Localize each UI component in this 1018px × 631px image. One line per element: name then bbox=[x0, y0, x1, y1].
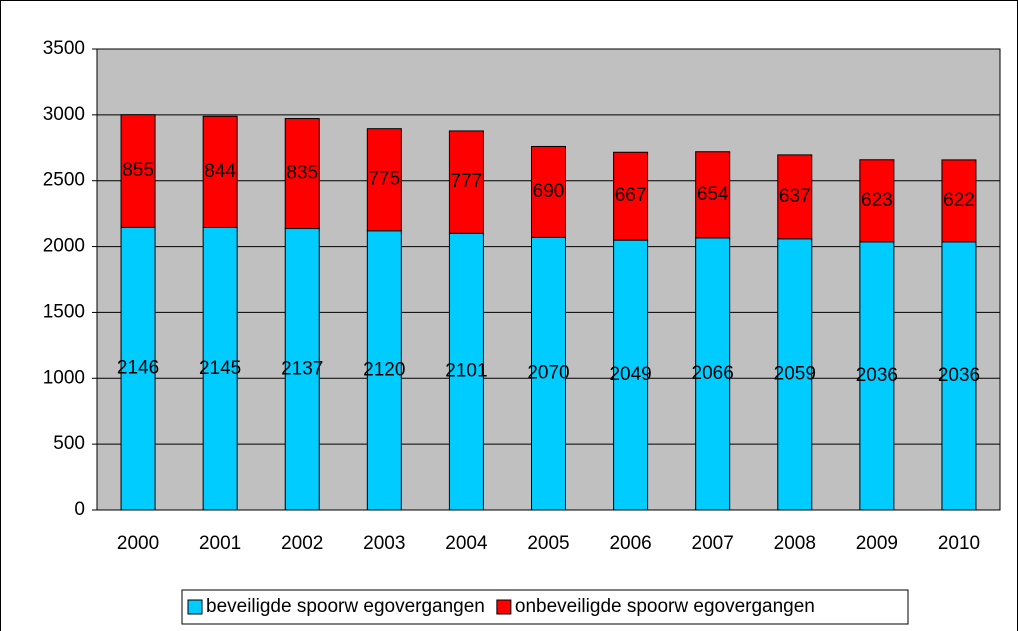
data-label: 2036 bbox=[938, 365, 980, 386]
bar-segment bbox=[941, 159, 977, 243]
data-label: 844 bbox=[204, 161, 236, 182]
legend-box bbox=[181, 589, 909, 625]
x-tick-label: 2000 bbox=[117, 533, 159, 554]
bar-segment bbox=[777, 238, 813, 511]
bar-segment bbox=[613, 239, 649, 511]
data-label: 2146 bbox=[117, 358, 159, 379]
data-label: 835 bbox=[286, 163, 318, 184]
bar-segment bbox=[120, 226, 156, 511]
bar-segment bbox=[531, 145, 566, 238]
bar-segment bbox=[202, 226, 238, 511]
data-label: 667 bbox=[615, 185, 647, 206]
x-tick-label: 2001 bbox=[199, 533, 241, 554]
bar-segment bbox=[284, 228, 320, 511]
data-label: 637 bbox=[779, 186, 811, 207]
data-label: 2036 bbox=[856, 365, 898, 386]
bar-segment bbox=[448, 232, 484, 511]
data-label: 2066 bbox=[692, 363, 734, 384]
bar-segment bbox=[859, 159, 895, 243]
data-label: 690 bbox=[533, 181, 565, 202]
bar-segment bbox=[366, 128, 402, 232]
legend-swatch bbox=[187, 599, 203, 615]
x-tick-label: 2005 bbox=[527, 533, 569, 554]
bar-segment bbox=[859, 241, 895, 511]
x-tick-label: 2007 bbox=[692, 533, 734, 554]
x-tick-label: 2004 bbox=[445, 533, 488, 554]
legend-label: onbeveiligde spoorw egovergangen bbox=[515, 596, 815, 617]
bar-segment bbox=[695, 151, 731, 239]
bar-segment bbox=[448, 130, 484, 234]
data-label: 2059 bbox=[774, 363, 816, 384]
data-label: 2049 bbox=[609, 364, 651, 385]
data-label: 2145 bbox=[199, 358, 241, 379]
x-tick-label: 2006 bbox=[609, 533, 651, 554]
legend-swatch bbox=[496, 599, 512, 615]
y-tick-label: 1000 bbox=[43, 367, 85, 388]
bar-segment bbox=[695, 237, 731, 511]
data-label: 855 bbox=[122, 160, 154, 181]
legend-label: beveiligde spoorw egovergangen bbox=[206, 596, 485, 617]
bar-segment bbox=[284, 118, 320, 230]
y-tick-label: 3000 bbox=[43, 104, 85, 125]
y-tick-label: 3500 bbox=[43, 38, 85, 59]
data-label: 2137 bbox=[281, 358, 323, 379]
y-tick-label: 2500 bbox=[43, 170, 85, 191]
y-tick-label: 0 bbox=[74, 499, 85, 520]
data-label: 777 bbox=[451, 171, 483, 192]
bar-segment bbox=[366, 230, 402, 511]
x-tick-label: 2010 bbox=[938, 533, 980, 554]
bar-segment bbox=[613, 151, 649, 241]
y-tick-label: 2000 bbox=[43, 236, 85, 257]
x-tick-label: 2003 bbox=[363, 533, 405, 554]
y-tick-label: 1500 bbox=[43, 301, 85, 322]
y-tick-label: 500 bbox=[53, 433, 85, 454]
bar-segment bbox=[531, 236, 566, 511]
data-label: 654 bbox=[697, 184, 729, 205]
x-tick-label: 2002 bbox=[281, 533, 323, 554]
data-label: 2101 bbox=[445, 361, 487, 382]
data-label: 2120 bbox=[363, 359, 405, 380]
bar-segment bbox=[777, 154, 813, 240]
data-label: 2070 bbox=[527, 363, 569, 384]
x-tick-label: 2008 bbox=[774, 533, 816, 554]
data-label: 622 bbox=[943, 190, 975, 211]
data-label: 623 bbox=[861, 190, 893, 211]
data-label: 775 bbox=[368, 169, 400, 190]
x-tick-label: 2009 bbox=[856, 533, 898, 554]
bar-segment bbox=[202, 115, 238, 228]
bar-segment bbox=[120, 114, 156, 228]
